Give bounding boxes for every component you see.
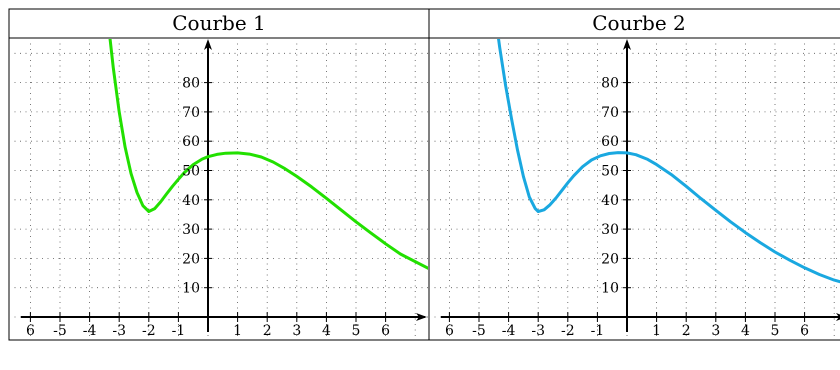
series-curve bbox=[497, 39, 840, 284]
x-tick-label: 3 bbox=[711, 323, 720, 339]
x-tick-label: -1 bbox=[591, 323, 605, 339]
y-tick-label: 30 bbox=[601, 222, 619, 238]
panel-frame bbox=[8, 8, 430, 341]
x-tick-label: -4 bbox=[502, 323, 516, 339]
x-tick-label: 6 bbox=[445, 323, 454, 339]
plot-area bbox=[10, 39, 428, 339]
x-tick-label: 2 bbox=[263, 323, 272, 339]
x-tick-label: -1 bbox=[172, 323, 186, 339]
y-tick-label: 70 bbox=[182, 105, 200, 121]
x-tick-label: -5 bbox=[472, 323, 486, 339]
x-tick-label: 3 bbox=[292, 323, 301, 339]
series-curve bbox=[108, 39, 428, 270]
y-tick-label: 10 bbox=[182, 281, 200, 297]
x-tick-label: 6 bbox=[26, 323, 35, 339]
x-tick-label: 6 bbox=[800, 323, 809, 339]
y-tick-label: 20 bbox=[182, 251, 200, 267]
chart-panel-2: Courbe 2 6 -5 -4 -3 -2 -1 1 2 3 4 5 6 10 20 30 40 50 60 70 8… bbox=[428, 8, 840, 341]
y-axis-arrow bbox=[204, 39, 212, 50]
y-tick-label: 60 bbox=[601, 134, 619, 150]
x-axis-arrow bbox=[416, 313, 427, 321]
y-axis-arrow bbox=[623, 39, 631, 50]
x-tick-label: -5 bbox=[53, 323, 67, 339]
chart-panel-1: Courbe 1 6 -5 -4 -3 -2 -1 1 2 3 4 5 6 10 20 30 40 50 60 70 8… bbox=[8, 8, 430, 341]
x-tick-label: -2 bbox=[142, 323, 156, 339]
y-tick-label: 80 bbox=[601, 76, 619, 92]
y-tick-label: 80 bbox=[182, 76, 200, 92]
x-tick-label: 5 bbox=[352, 323, 361, 339]
x-tick-label: 2 bbox=[682, 323, 691, 339]
chart-title: Courbe 2 bbox=[592, 11, 686, 35]
x-tick-label: 4 bbox=[322, 323, 331, 339]
y-tick-label: 30 bbox=[182, 222, 200, 238]
y-tick-label: 10 bbox=[601, 281, 619, 297]
plot-area bbox=[430, 39, 840, 339]
x-tick-label: -3 bbox=[531, 323, 545, 339]
panel-frame bbox=[428, 8, 840, 341]
y-tick-label: 60 bbox=[182, 134, 200, 150]
y-tick-label: 50 bbox=[182, 164, 200, 180]
x-tick-label: 1 bbox=[233, 323, 242, 339]
x-tick-label: 5 bbox=[771, 323, 780, 339]
x-tick-label: 1 bbox=[652, 323, 661, 339]
y-tick-label: 40 bbox=[182, 193, 200, 209]
chart-title: Courbe 1 bbox=[172, 11, 266, 35]
y-tick-label: 50 bbox=[601, 164, 619, 180]
x-tick-label: 6 bbox=[381, 323, 390, 339]
y-tick-label: 70 bbox=[601, 105, 619, 121]
y-tick-label: 20 bbox=[601, 251, 619, 267]
x-tick-label: -3 bbox=[112, 323, 126, 339]
x-tick-label: -4 bbox=[83, 323, 97, 339]
x-axis-arrow bbox=[836, 313, 840, 321]
x-tick-label: -2 bbox=[561, 323, 575, 339]
y-tick-label: 40 bbox=[601, 193, 619, 209]
x-tick-label: 4 bbox=[741, 323, 750, 339]
